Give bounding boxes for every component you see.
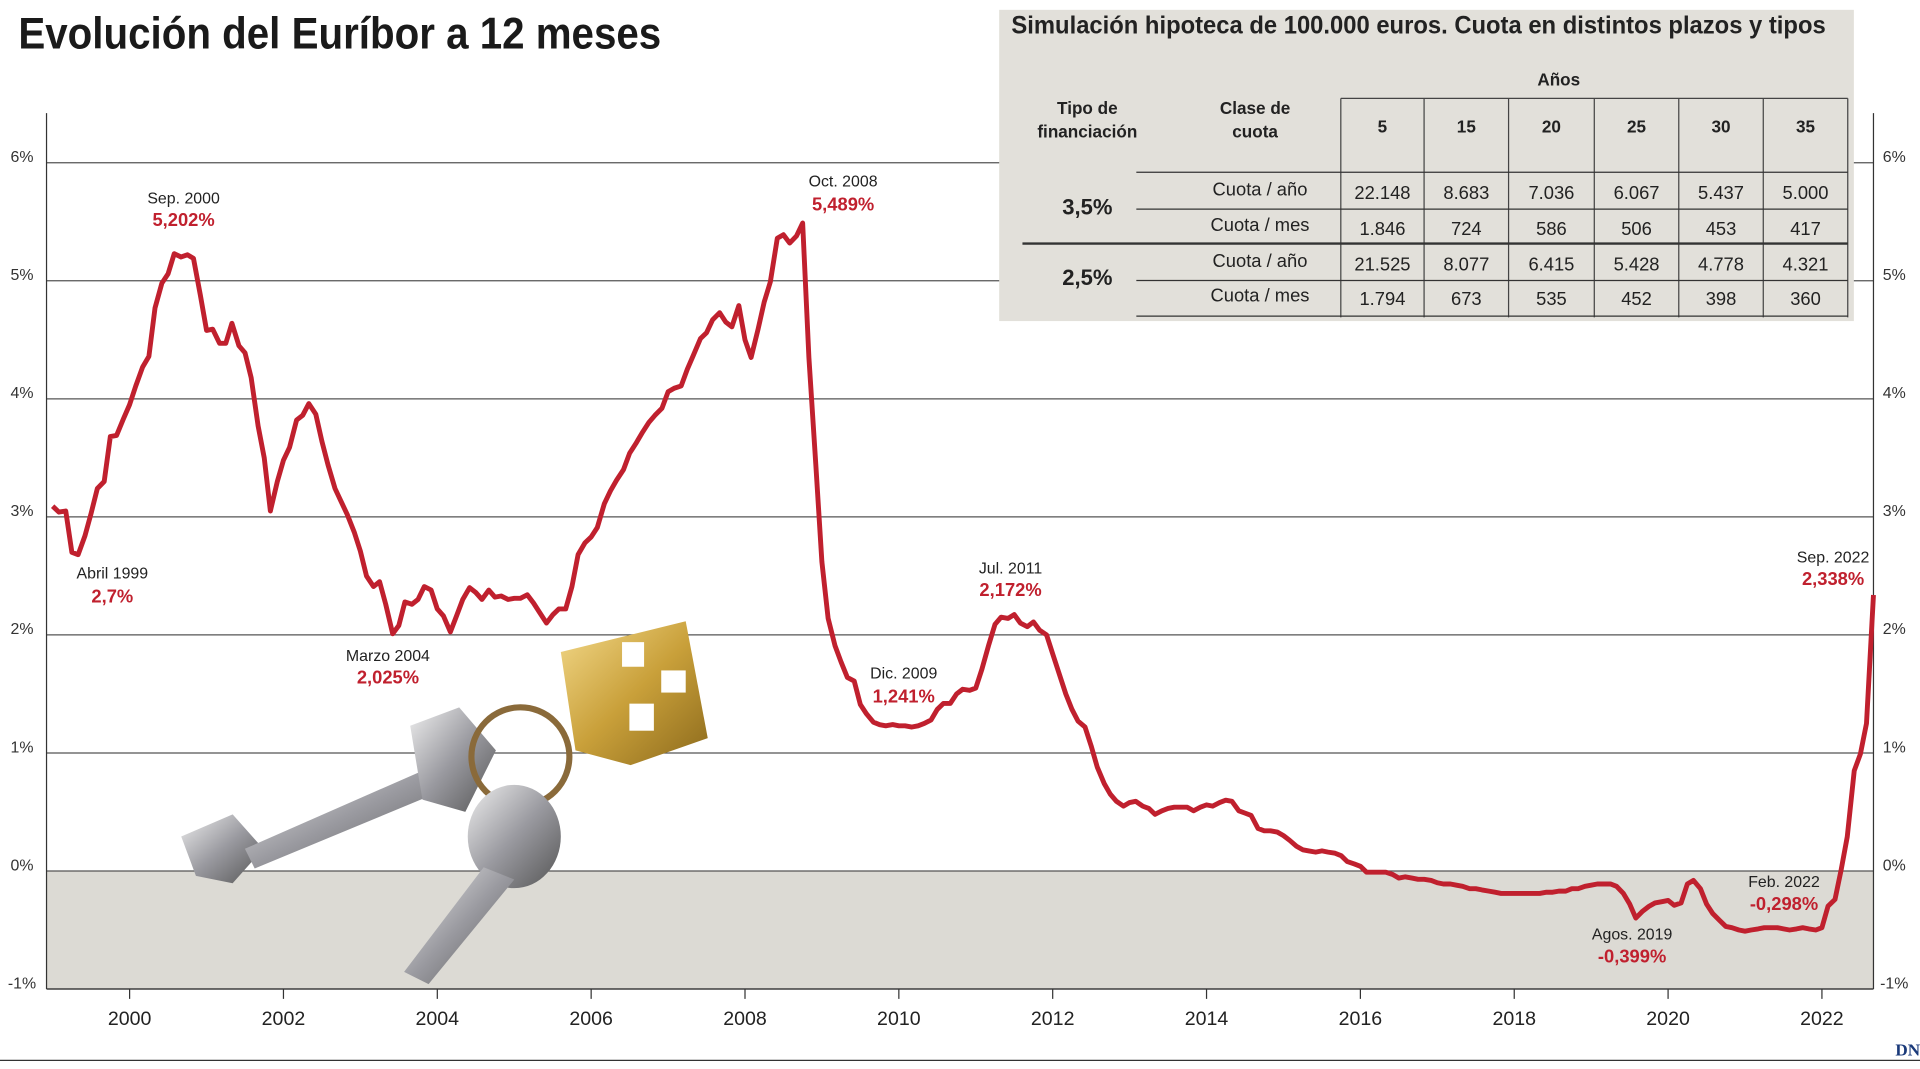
rate-label: 3,5% — [1062, 194, 1113, 219]
x-tick-label: 2018 — [1492, 1008, 1536, 1030]
table-cell: 4.778 — [1698, 254, 1744, 275]
annotation-date: Sep. 2000 — [147, 190, 220, 207]
y-tick-label: 0% — [11, 857, 34, 874]
table-cell: 453 — [1706, 218, 1737, 239]
annotation-date: Marzo 2004 — [346, 648, 430, 665]
y2-tick-label: 5% — [1883, 267, 1906, 284]
column-header: Tipo de — [1057, 98, 1118, 118]
y-tick-label: 4% — [11, 385, 34, 402]
x-tick-label: 2010 — [877, 1008, 921, 1030]
y-tick-label: 5% — [11, 267, 34, 284]
table-cell: 21.525 — [1354, 254, 1410, 275]
y-tick-label: -1% — [8, 975, 36, 992]
chart-title: Evolución del Euríbor a 12 meses — [18, 10, 661, 59]
y2-tick-label: -1% — [1880, 975, 1908, 992]
annotation-value: 5,202% — [152, 209, 214, 230]
table-cell: 5.428 — [1614, 254, 1660, 275]
row-label: Cuota / año — [1213, 179, 1308, 200]
table-cell: 398 — [1706, 288, 1737, 309]
annotation-value: 2,025% — [357, 667, 419, 688]
annotation-value: 1,241% — [873, 685, 935, 706]
mortgage-table: Simulación hipoteca de 100.000 euros. Cu… — [999, 9, 1854, 322]
year-header: 35 — [1796, 116, 1816, 136]
row-label: Cuota / año — [1213, 250, 1308, 271]
table-background — [999, 9, 1854, 322]
table-cell: 7.036 — [1528, 182, 1574, 203]
annotation-date: Sep. 2022 — [1797, 549, 1870, 566]
annotation-value: -0,399% — [1598, 945, 1666, 966]
annotation-date: Jul. 2011 — [979, 560, 1042, 577]
annotation-value: 2,338% — [1802, 568, 1864, 589]
column-header: cuota — [1232, 121, 1278, 141]
keys-illustration — [181, 621, 708, 985]
year-header: 15 — [1457, 116, 1477, 136]
y-tick-label: 2% — [11, 621, 34, 638]
row-label: Cuota / mes — [1211, 284, 1310, 305]
annotation-value: 5,489% — [812, 194, 874, 215]
x-tick-label: 2020 — [1646, 1008, 1690, 1030]
annotation-date: Agos. 2019 — [1592, 927, 1673, 944]
y2-tick-label: 0% — [1883, 857, 1906, 874]
table-cell: 586 — [1536, 218, 1567, 239]
column-group-header: Años — [1537, 70, 1580, 90]
table-cell: 22.148 — [1354, 182, 1410, 203]
table-cell: 452 — [1621, 288, 1652, 309]
annotation-value: -0,298% — [1750, 893, 1818, 914]
annotation-date: Dic. 2009 — [870, 665, 937, 682]
table-cell: 1.794 — [1359, 288, 1405, 309]
x-tick-label: 2012 — [1031, 1008, 1075, 1030]
source-logo: DN — [1895, 1041, 1920, 1060]
year-header: 30 — [1711, 116, 1730, 136]
table-cell: 4.321 — [1783, 254, 1829, 275]
annotation-value: 2,172% — [979, 579, 1041, 600]
table-cell: 6.067 — [1614, 182, 1660, 203]
table-cell: 724 — [1451, 218, 1482, 239]
rate-label: 2,5% — [1062, 265, 1113, 290]
y-tick-label: 6% — [11, 149, 34, 166]
x-tick-label: 2000 — [108, 1008, 152, 1030]
x-tick-label: 2014 — [1185, 1008, 1229, 1030]
y-tick-label: 1% — [11, 739, 34, 756]
x-tick-label: 2002 — [262, 1008, 306, 1030]
table-cell: 673 — [1451, 288, 1482, 309]
series-line — [50, 220, 1876, 934]
year-header: 5 — [1378, 116, 1388, 136]
y2-tick-label: 4% — [1883, 385, 1906, 402]
column-header: Clase de — [1220, 98, 1290, 118]
table-cell: 8.077 — [1443, 254, 1489, 275]
table-cell: 535 — [1536, 288, 1567, 309]
annotation-date: Abril 1999 — [77, 566, 149, 583]
y2-tick-label: 1% — [1883, 739, 1906, 756]
table-title: Simulación hipoteca de 100.000 euros. Cu… — [1011, 13, 1825, 40]
row-label: Cuota / mes — [1211, 214, 1310, 235]
y-tick-label: 3% — [11, 503, 34, 520]
table-cell: 5.437 — [1698, 182, 1744, 203]
x-tick-label: 2008 — [723, 1008, 767, 1030]
table-cell: 5.000 — [1783, 182, 1829, 203]
column-header: financiación — [1037, 121, 1137, 141]
year-header: 20 — [1542, 116, 1561, 136]
y2-tick-label: 6% — [1883, 149, 1906, 166]
table-cell: 417 — [1790, 218, 1821, 239]
x-tick-label: 2022 — [1800, 1008, 1844, 1030]
year-header: 25 — [1627, 116, 1647, 136]
y2-tick-label: 2% — [1883, 621, 1906, 638]
annotation-value: 2,7% — [91, 586, 133, 607]
x-tick-label: 2006 — [569, 1008, 613, 1030]
table-cell: 1.846 — [1359, 218, 1405, 239]
annotation-date: Feb. 2022 — [1748, 874, 1820, 891]
y2-tick-label: 3% — [1883, 503, 1906, 520]
table-cell: 506 — [1621, 218, 1652, 239]
x-tick-label: 2004 — [416, 1008, 460, 1030]
annotation-date: Oct. 2008 — [809, 174, 878, 191]
x-tick-label: 2016 — [1339, 1008, 1383, 1030]
plot-area: -1% -1% 0% 0% 1% 1% 2% 2% 3% 3% 4% 4% 5% 5% 6% 6% 2000 20… — [8, 113, 1908, 1030]
table-cell: 6.415 — [1528, 254, 1574, 275]
table-cell: 8.683 — [1443, 182, 1489, 203]
table-cell: 360 — [1790, 288, 1821, 309]
